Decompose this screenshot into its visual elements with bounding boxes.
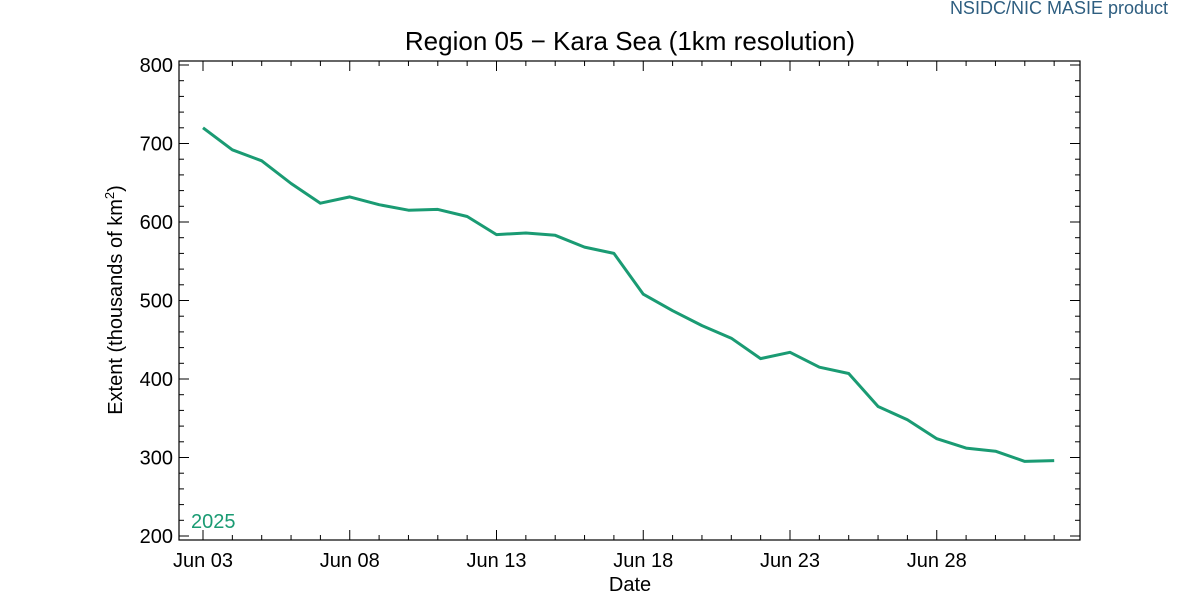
x-tick-labels: Jun 03 Jun 08 Jun 13 Jun 18 Jun 23 Jun 28 (173, 550, 967, 572)
x-tick-label: Jun 08 (320, 550, 380, 572)
series-year-label: 2025 (191, 511, 236, 533)
y-tick-labels: 200 300 400 500 600 700 800 (140, 55, 173, 548)
x-tick-label: Jun 23 (760, 550, 820, 572)
y-tick-label: 300 (140, 448, 173, 470)
y-tick-label: 700 (140, 134, 173, 156)
x-axis-label: Date (609, 574, 651, 596)
y-tick-label: 400 (140, 369, 173, 391)
series-line-2025 (202, 126, 1055, 463)
y-tick-label: 500 (140, 291, 173, 313)
x-tick-label: Jun 28 (907, 550, 967, 572)
product-label: NSIDC/NIC MASIE product (949, 0, 1168, 18)
chart-title: Region 05 − Kara Sea (1km resolution) (405, 26, 855, 56)
x-tick-label: Jun 03 (173, 550, 233, 572)
series-group (202, 126, 1055, 463)
y-tick-label: 200 (140, 526, 173, 548)
y-tick-label: 600 (140, 212, 173, 234)
x-tick-label: Jun 18 (613, 550, 673, 572)
y-tick-label: 800 (140, 55, 173, 77)
plot-area (178, 60, 1081, 541)
y-axis-label: Extent (thousands of km2) (102, 185, 127, 415)
x-tick-label: Jun 13 (466, 550, 526, 572)
axis-ticks (179, 61, 1080, 540)
